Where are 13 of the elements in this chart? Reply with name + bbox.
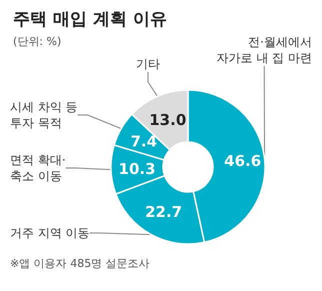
chart-subtitle: (단위: %) <box>13 35 62 48</box>
text: ※앱 이용자 485명 설문조사 <box>10 257 150 270</box>
data-label: 10.3 <box>118 160 156 178</box>
data-label: 46.6 <box>224 152 262 170</box>
slice-label: 전·월세에서 자가로 내 집 마련 <box>216 35 312 65</box>
chart-title: 주택 매입 계획 이유 <box>13 10 167 30</box>
data-label: 22.7 <box>145 202 182 221</box>
slice-label: 기타 <box>136 57 160 71</box>
slice-label: 면적 확대· 축소 이동 <box>10 153 66 183</box>
slice-label: 시세 차익 등 투자 목적 <box>10 100 78 130</box>
data-label: 13.0 <box>149 111 186 130</box>
slice-label: 거주 지역 이동 <box>10 226 90 240</box>
data-label: 7.4 <box>130 132 158 151</box>
